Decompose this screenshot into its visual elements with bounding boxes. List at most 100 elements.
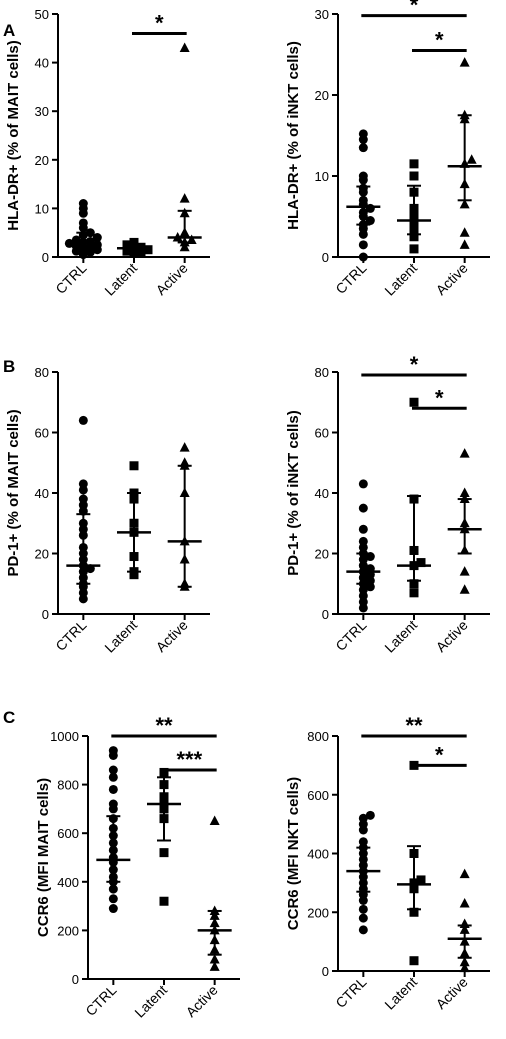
y-tick-label: 0	[42, 250, 49, 265]
data-point	[78, 218, 88, 228]
data-point	[409, 956, 419, 966]
data-point	[108, 765, 118, 775]
data-point	[209, 815, 220, 826]
y-tick-label: 600	[57, 826, 79, 841]
series-ctrl	[64, 199, 102, 260]
x-tick-label: Active	[433, 974, 471, 1012]
significance-label: *	[435, 385, 444, 410]
x-tick-label: Active	[153, 617, 191, 655]
series-active	[447, 868, 482, 973]
x-tick-label: Latent	[381, 260, 420, 299]
panel-letter-c: C	[3, 708, 15, 727]
data-point	[459, 227, 470, 237]
significance-label: *	[435, 27, 444, 52]
data-point	[143, 245, 153, 255]
data-point	[409, 159, 419, 169]
y-tick-label: 10	[315, 169, 329, 184]
data-point	[466, 154, 477, 164]
series-latent	[117, 237, 153, 258]
series-latent	[397, 159, 431, 254]
y-tick-label: 400	[57, 875, 79, 890]
chart-3: 0 20 40 60 80 PD-1+ (% of MAIT cells) CTRL Late…	[5, 365, 210, 656]
y-tick-label: 40	[35, 486, 49, 501]
series-latent	[397, 760, 431, 966]
data-point	[358, 129, 368, 139]
series-active	[167, 442, 202, 591]
x-tick-label: Active	[433, 617, 471, 655]
series-ctrl	[346, 479, 381, 613]
y-tick-label: 0	[72, 972, 79, 987]
y-tick-label: 0	[42, 607, 49, 622]
data-point	[409, 397, 419, 407]
y-tick-label: 600	[307, 788, 329, 803]
data-point	[159, 896, 169, 906]
x-tick-label: CTRL	[332, 260, 369, 297]
significance-label: *	[410, 0, 419, 18]
data-point	[459, 962, 470, 973]
data-point	[459, 584, 470, 594]
x-tick-label: Active	[433, 260, 471, 298]
y-axis-label: CCR6 (MFI NKT cells)	[285, 777, 302, 930]
data-point	[179, 193, 190, 203]
data-point	[365, 810, 375, 820]
data-point	[459, 198, 470, 209]
series-active	[197, 815, 232, 971]
x-tick-label: Latent	[101, 617, 140, 656]
x-tick-label: CTRL	[332, 974, 369, 1011]
y-axis-label: PD-1+ (% of iNKT cells)	[285, 410, 302, 575]
y-tick-label: 1000	[50, 729, 79, 744]
y-tick-label: 20	[315, 88, 329, 103]
y-tick-label: 30	[315, 7, 329, 22]
series-active	[447, 57, 482, 249]
data-point	[179, 42, 190, 53]
data-point	[459, 956, 470, 967]
series-ctrl	[96, 746, 131, 914]
panel-letter-b: B	[3, 357, 15, 376]
data-point	[409, 588, 419, 598]
x-tick-label: CTRL	[332, 617, 369, 654]
y-tick-label: 40	[315, 486, 329, 501]
data-point	[108, 746, 118, 756]
data-point	[159, 848, 169, 858]
data-point	[409, 232, 419, 242]
significance-label: *	[410, 352, 419, 377]
data-point	[416, 558, 426, 568]
x-tick-label: CTRL	[82, 982, 119, 1019]
data-point	[108, 772, 118, 782]
y-axis-label: PD-1+ (% of MAIT cells)	[5, 409, 22, 576]
chart-6: 0 200 400 600 800 CCR6 (MFI NKT cells) CTRL Lat…	[285, 713, 490, 1013]
data-point	[358, 813, 368, 823]
y-tick-label: 20	[315, 547, 329, 562]
chart-4: 0 20 40 60 80 PD-1+ (% of iNKT cells) CTRL Late…	[285, 352, 490, 656]
x-tick-label: Latent	[381, 617, 420, 656]
charts-container: 0 10 20 30 40 50 HLA-DR+ (% of MAIT cells) CTRL…	[5, 0, 490, 1021]
y-tick-label: 60	[315, 426, 329, 441]
y-tick-label: 80	[315, 365, 329, 380]
data-point	[459, 487, 470, 497]
data-point	[108, 894, 118, 904]
series-active	[447, 448, 482, 594]
series-ctrl	[346, 810, 381, 935]
data-point	[358, 925, 368, 935]
data-point	[365, 216, 375, 226]
data-point	[358, 171, 368, 181]
x-tick-label: Latent	[381, 974, 420, 1013]
data-point	[358, 503, 368, 513]
series-ctrl	[346, 129, 381, 262]
x-tick-label: Active	[183, 982, 221, 1020]
data-point	[108, 884, 118, 894]
y-tick-label: 800	[307, 729, 329, 744]
data-point	[179, 241, 190, 252]
data-point	[416, 875, 426, 885]
y-tick-label: 0	[322, 607, 329, 622]
data-point	[78, 250, 88, 260]
data-point	[459, 57, 470, 67]
data-point	[108, 799, 118, 809]
data-point	[358, 524, 368, 534]
y-tick-label: 200	[307, 905, 329, 920]
data-point	[459, 448, 470, 458]
y-tick-label: 0	[322, 250, 329, 265]
y-tick-label: 80	[35, 365, 49, 380]
x-tick-label: Latent	[131, 982, 170, 1021]
panel-letter-a: A	[3, 21, 15, 40]
